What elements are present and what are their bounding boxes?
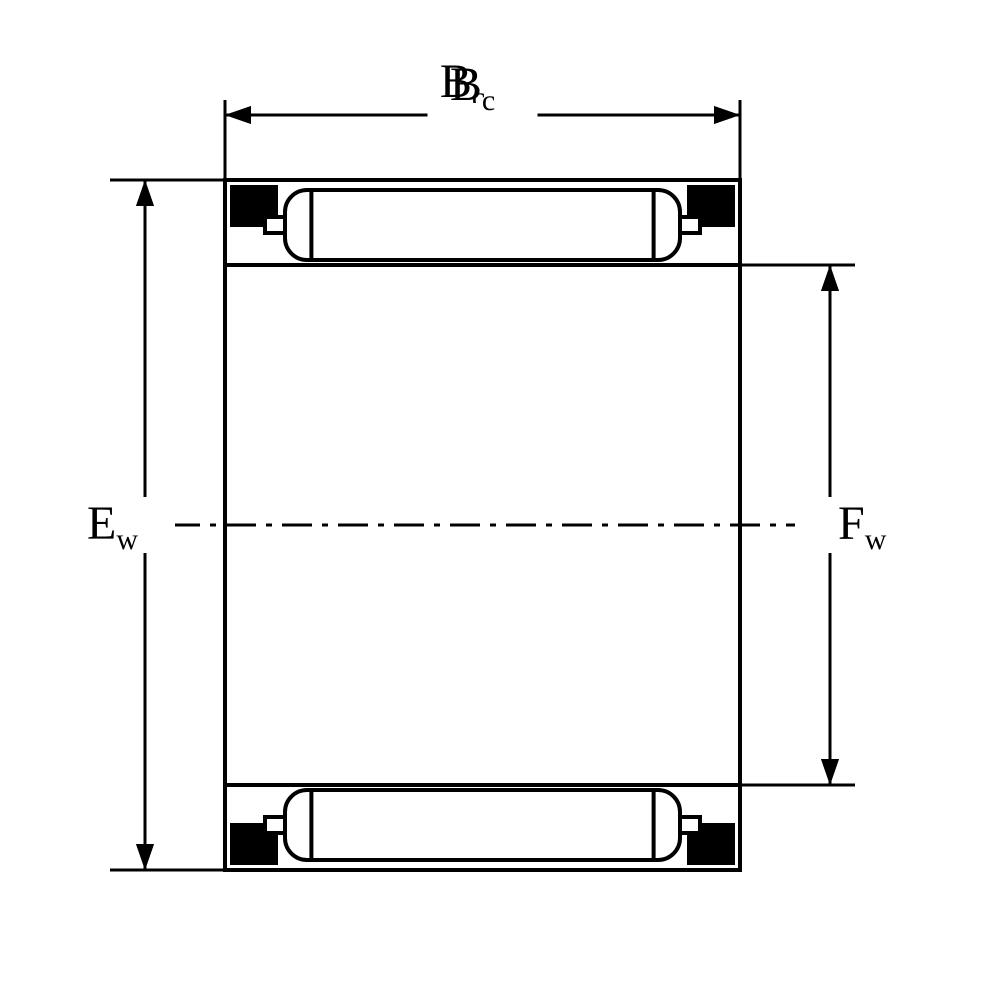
svg-text:Bc: Bc	[450, 58, 495, 117]
bearing-cross-section-diagram: BcBcEwFw	[0, 0, 1000, 1000]
